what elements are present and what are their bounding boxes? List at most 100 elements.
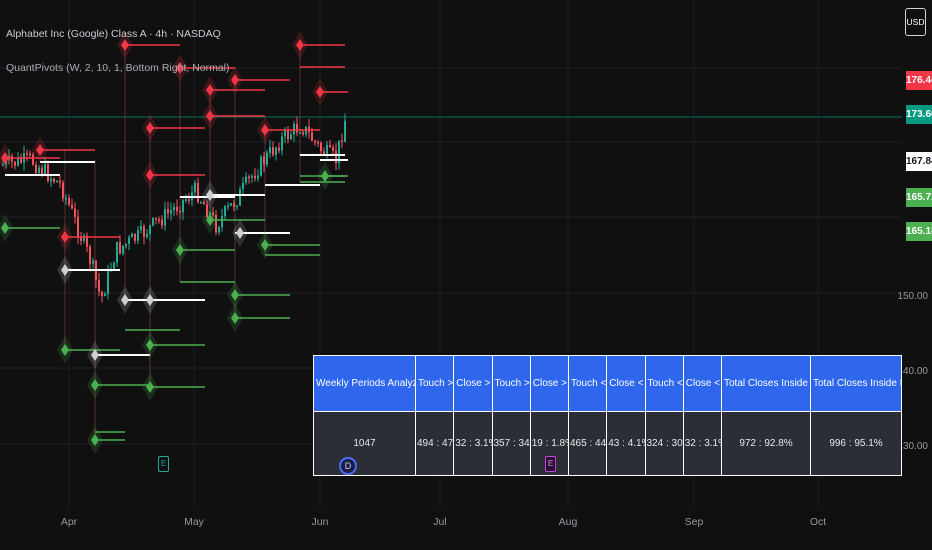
candle-body bbox=[221, 216, 223, 228]
candle-body bbox=[113, 262, 115, 270]
pivot-diamond bbox=[316, 86, 324, 98]
candle-body bbox=[203, 201, 205, 205]
candle-body bbox=[116, 241, 118, 263]
candle-body bbox=[206, 204, 208, 218]
pivot-diamond bbox=[231, 74, 239, 86]
pivot-diamond bbox=[146, 339, 154, 351]
currency-button[interactable]: USD bbox=[905, 8, 926, 36]
candle-body bbox=[125, 243, 127, 246]
candle-body bbox=[77, 216, 79, 238]
pivot-diamond bbox=[236, 227, 244, 239]
pivot-levels bbox=[5, 44, 348, 441]
candle-body bbox=[29, 153, 31, 156]
time-label-apr: Apr bbox=[60, 516, 78, 528]
candle-body bbox=[176, 206, 178, 212]
candle-body bbox=[80, 237, 82, 241]
pivot-diamond bbox=[296, 39, 304, 51]
stats-header-row: Weekly Periods Analyzed (W)Touch > H1Clo… bbox=[313, 355, 902, 412]
candle-body bbox=[332, 147, 334, 151]
pivot-diamond bbox=[91, 379, 99, 391]
stats-value-cell: 324 : 30.9% bbox=[644, 411, 684, 476]
candle-body bbox=[248, 176, 250, 179]
candle-body bbox=[212, 212, 214, 215]
pivot-diamond bbox=[146, 122, 154, 134]
pivot-diamond bbox=[206, 214, 214, 226]
earnings-event-icon[interactable]: E bbox=[158, 456, 169, 472]
candle-body bbox=[179, 211, 181, 213]
candle-body bbox=[2, 164, 4, 166]
candle-body bbox=[47, 164, 49, 182]
candle-body bbox=[269, 147, 271, 153]
pivot-diamond bbox=[91, 434, 99, 446]
candle-body bbox=[251, 175, 253, 178]
candle-body bbox=[218, 227, 220, 233]
candle-body bbox=[233, 203, 235, 207]
candle-body bbox=[326, 145, 328, 155]
candle-body bbox=[341, 140, 343, 143]
candle-body bbox=[320, 142, 322, 152]
price-badge-h2: 176.44 bbox=[906, 71, 932, 90]
candle-body bbox=[287, 130, 289, 140]
candle-body bbox=[131, 233, 133, 238]
candle-body bbox=[26, 153, 28, 155]
stats-value-cell: 996 : 95.1% bbox=[810, 411, 902, 476]
candle-body bbox=[272, 147, 274, 155]
candle-body bbox=[260, 156, 262, 176]
candle-body bbox=[185, 199, 187, 201]
candle-body bbox=[86, 235, 88, 247]
price-label-130: 130.00 bbox=[897, 441, 928, 452]
candle-body bbox=[254, 175, 256, 179]
time-label-oct: Oct bbox=[809, 516, 827, 528]
earnings-event-icon[interactable]: E bbox=[545, 456, 556, 472]
candle-body bbox=[344, 120, 346, 142]
pivot-diamond bbox=[176, 62, 184, 74]
pivot-diamond bbox=[61, 344, 69, 356]
dividend-event-icon[interactable]: D bbox=[339, 457, 357, 475]
candle-body bbox=[284, 130, 286, 137]
pivot-diamond bbox=[146, 294, 154, 306]
candle-body bbox=[227, 205, 229, 208]
symbol-title[interactable]: Alphabet Inc (Google) Class A · 4h · NAS… bbox=[6, 28, 221, 40]
pivot-diamond bbox=[206, 189, 214, 201]
time-label-may: May bbox=[184, 516, 204, 528]
pivot-diamond bbox=[1, 222, 9, 234]
stats-header-cell: Close > H2 bbox=[529, 355, 570, 412]
candle-body bbox=[224, 206, 226, 217]
pivot-diamond bbox=[146, 381, 154, 393]
candle-body bbox=[59, 180, 61, 183]
stats-header-cell: Close < L2 bbox=[682, 355, 723, 412]
price-badge-last: 167.84 bbox=[906, 152, 932, 171]
time-label-sep: Sep bbox=[684, 516, 704, 528]
candle-body bbox=[182, 199, 184, 213]
price-badge-l1: 165.71 bbox=[906, 188, 932, 207]
candle-body bbox=[263, 156, 265, 165]
stats-header-cell: Touch < L2 bbox=[644, 355, 684, 412]
candle-body bbox=[215, 214, 217, 233]
candle-body bbox=[230, 203, 232, 206]
pivot-connectors bbox=[64, 45, 301, 440]
pivot-diamond bbox=[231, 289, 239, 301]
stats-header-cell: Total Closes Inside H2/L2 bbox=[810, 355, 902, 412]
pivot-diamond bbox=[121, 39, 129, 51]
stats-value-cell: 43 : 4.1% bbox=[606, 411, 646, 476]
candle-body bbox=[53, 178, 55, 182]
stats-header-cell: Weekly Periods Analyzed (W) bbox=[313, 355, 416, 412]
candle-body bbox=[146, 234, 148, 237]
candle-body bbox=[98, 279, 100, 292]
indicator-legend[interactable]: QuantPivots (W, 2, 10, 1, Bottom Right, … bbox=[6, 62, 230, 74]
stats-header-cell: Close < L1 bbox=[606, 355, 646, 412]
candle-body bbox=[119, 241, 121, 254]
price-badge-h1: 173.66 bbox=[906, 105, 932, 124]
stats-header-cell: Touch > H2 bbox=[491, 355, 531, 412]
candle-body bbox=[158, 219, 160, 221]
candle-body bbox=[44, 164, 46, 175]
candle-body bbox=[134, 233, 136, 241]
pivot-diamond bbox=[321, 170, 329, 182]
price-label-150: 150.00 bbox=[897, 291, 928, 302]
candle-body bbox=[194, 182, 196, 193]
candle-body bbox=[14, 161, 16, 166]
candle-body bbox=[50, 178, 52, 182]
time-label-jul: Jul bbox=[433, 516, 447, 528]
stats-header-cell: Total Closes Inside H1/L1 bbox=[721, 355, 811, 412]
